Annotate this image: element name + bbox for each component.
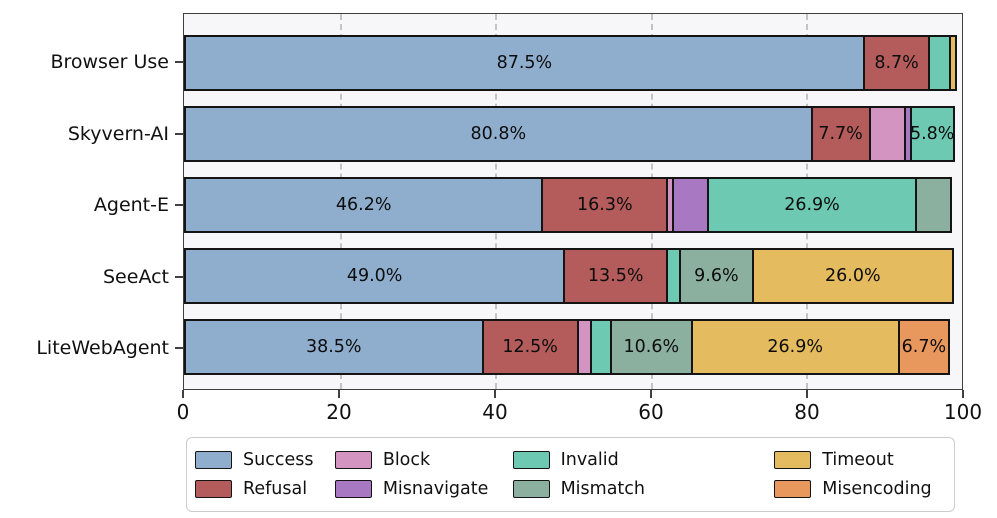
- segment-seeact-refusal: 13.5%: [563, 248, 669, 304]
- legend-label-refusal: Refusal: [243, 479, 308, 499]
- legend-item-misencoding: Misencoding: [774, 479, 954, 499]
- legend-label-invalid: Invalid: [560, 450, 619, 470]
- segment-browser-use-refusal: 8.7%: [862, 35, 931, 91]
- y-axis: Browser Use Skyvern-AI Agent-E SeeAct LiteWe…: [0, 13, 183, 390]
- legend-label-misnavigate: Misnavigate: [382, 479, 489, 499]
- y-label-browser-use: Browser Use: [0, 34, 183, 90]
- segment-skyvern-ai-block: [868, 106, 906, 162]
- legend-item-block: Block: [334, 450, 513, 470]
- bar-skyvern-ai: 80.8% 7.7% 5.8%: [184, 106, 962, 162]
- legend-item-refusal: Refusal: [195, 479, 335, 499]
- segment-agent-e-mismatch: [914, 177, 952, 233]
- segment-agent-e-success: 46.2%: [184, 177, 544, 233]
- legend: Success Refusal Block Misnavigate Invalid Mis…: [186, 437, 955, 512]
- legend-item-misnavigate: Misnavigate: [334, 479, 513, 499]
- x-axis: 0 20 40 60 80 100: [177, 390, 982, 432]
- y-label-agent-e: Agent-E: [0, 177, 183, 233]
- legend-label-timeout: Timeout: [822, 450, 894, 470]
- segment-litewebagent-timeout: 26.9%: [690, 319, 900, 375]
- legend-item-mismatch: Mismatch: [512, 479, 775, 499]
- x-tick-mark-20: [338, 390, 340, 398]
- bar-litewebagent: 38.5% 12.5% 10.6% 26.9% 6.7%: [184, 319, 962, 375]
- legend-swatch-misnavigate: [334, 480, 372, 498]
- x-tick-label-20: 20: [326, 400, 352, 424]
- segment-litewebagent-invalid: [589, 319, 613, 375]
- bar-agent-e: 46.2% 16.3% 26.9%: [184, 177, 962, 233]
- y-label-litewebagent: LiteWebAgent: [0, 320, 183, 376]
- segment-litewebagent-misencoding: 6.7%: [897, 319, 950, 375]
- legend-swatch-mismatch: [512, 480, 550, 498]
- segment-agent-e-refusal: 16.3%: [541, 177, 669, 233]
- legend-swatch-invalid: [512, 451, 550, 469]
- segment-litewebagent-mismatch: 10.6%: [610, 319, 693, 375]
- segment-browser-use-timeout: [948, 35, 957, 91]
- plot-area: 87.5% 8.7% 80.8% 7.7% 5.8% 46.2% 16.3% 26.9% 49.…: [183, 13, 963, 390]
- legend-column-3: Invalid Mismatch: [512, 450, 775, 499]
- segment-skyvern-ai-refusal: 7.7%: [810, 106, 871, 162]
- segment-litewebagent-success: 38.5%: [184, 319, 484, 375]
- x-tick-label-60: 60: [638, 400, 664, 424]
- legend-column-4: Timeout Misencoding: [774, 450, 954, 499]
- segment-litewebagent-refusal: 12.5%: [481, 319, 579, 375]
- y-label-skyvern-ai: Skyvern-AI: [0, 106, 183, 162]
- legend-item-invalid: Invalid: [512, 450, 775, 470]
- legend-swatch-refusal: [195, 480, 232, 498]
- x-tick-label-40: 40: [482, 400, 508, 424]
- legend-label-success: Success: [243, 450, 314, 470]
- y-tick-mark: [175, 204, 183, 206]
- y-tick-mark: [175, 347, 183, 349]
- segment-agent-e-invalid: 26.9%: [707, 177, 917, 233]
- legend-label-block: Block: [382, 450, 431, 470]
- segment-skyvern-ai-invalid: 5.8%: [909, 106, 955, 162]
- y-tick-mark: [175, 61, 183, 63]
- segment-skyvern-ai-success: 80.8%: [184, 106, 813, 162]
- y-tick-mark: [175, 275, 183, 278]
- legend-swatch-success: [195, 451, 232, 469]
- legend-item-success: Success: [195, 450, 335, 470]
- legend-swatch-block: [334, 451, 372, 469]
- legend-column-1: Success Refusal: [195, 450, 335, 499]
- segment-agent-e-misnavigate: [672, 177, 710, 233]
- segment-browser-use-invalid: [928, 35, 951, 91]
- x-tick-mark-0: [182, 390, 184, 398]
- segment-browser-use-success: 87.5%: [184, 35, 865, 91]
- legend-swatch-timeout: [774, 451, 812, 469]
- x-tick-mark-100: [962, 390, 964, 398]
- segment-seeact-timeout: 26.0%: [751, 248, 954, 304]
- x-tick-mark-60: [650, 390, 652, 398]
- legend-item-timeout: Timeout: [774, 450, 954, 470]
- legend-column-2: Block Misnavigate: [334, 450, 513, 499]
- legend-swatch-misencoding: [774, 480, 812, 498]
- y-tick-mark: [175, 132, 183, 135]
- bar-browser-use: 87.5% 8.7%: [184, 35, 962, 91]
- segment-seeact-success: 49.0%: [184, 248, 566, 304]
- legend-label-mismatch: Mismatch: [560, 479, 646, 499]
- legend-label-misencoding: Misencoding: [822, 479, 932, 499]
- x-tick-label-80: 80: [794, 400, 820, 424]
- segment-seeact-mismatch: 9.6%: [679, 248, 754, 304]
- bars-container: 87.5% 8.7% 80.8% 7.7% 5.8% 46.2% 16.3% 26.9% 49.…: [184, 14, 962, 389]
- x-tick-mark-80: [806, 390, 808, 398]
- x-tick-mark-40: [494, 390, 496, 398]
- y-label-seeact: SeeAct: [0, 249, 183, 305]
- bar-seeact: 49.0% 13.5% 9.6% 26.0%: [184, 248, 962, 304]
- x-tick-label-0: 0: [176, 400, 190, 424]
- x-tick-label-100: 100: [943, 400, 983, 424]
